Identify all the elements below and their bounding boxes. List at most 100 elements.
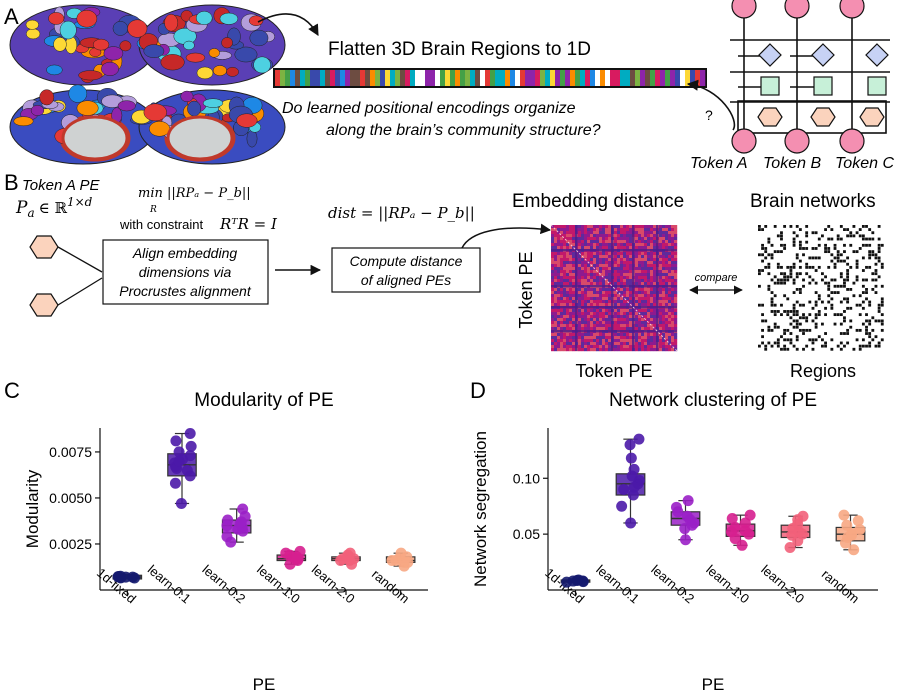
brain-parcel [25,19,39,30]
network-cell [786,265,790,269]
strip-segment [360,70,366,86]
network-cell [805,247,809,250]
network-cell [874,291,878,294]
matrix-cell [629,246,633,250]
network-cell [865,237,868,241]
matrix-cell [569,243,573,247]
strip-segment [300,70,306,86]
matrix-cell [641,225,645,229]
constraint-formula: RᵀR = I [219,215,278,233]
matrix-cell [644,309,648,313]
matrix-cell [623,261,627,265]
matrix-cell [641,267,645,271]
matrix-cell [566,279,570,283]
network-cell [795,288,799,291]
matrix-cell [599,225,603,229]
network-cell [783,225,787,228]
matrix-cell [659,312,663,316]
matrix-cell [638,246,642,250]
matrix-cell [614,246,618,250]
matrix-cell [554,228,558,232]
matrix-cell [647,348,651,352]
matrix-cell [557,318,561,322]
strip-segment [400,70,406,86]
matrix-cell [638,261,642,265]
network-cell [795,234,799,238]
matrix-cell [578,345,582,349]
network-cell [814,325,818,329]
matrix-cell [641,336,645,340]
strip-segment [545,70,551,86]
matrix-cell [638,276,642,280]
network-cell [786,313,790,317]
matrix-cell [599,279,603,283]
network-cell [827,247,831,250]
network-cell [871,250,875,254]
matrix-cell [635,261,639,265]
matrix-cell [560,327,564,331]
network-cell [817,313,821,317]
matrix-cell [635,276,639,280]
matrix-cell [551,300,555,304]
network-cell [824,243,827,247]
matrix-cell [674,300,678,304]
matrix-cell [671,297,675,301]
matrix-cell [581,231,585,235]
matrix-cell [551,288,555,292]
matrix-cell [629,300,633,304]
matrix-cell [605,336,609,340]
matrix-cell [629,264,633,268]
network-cell [846,256,850,260]
matrix-cell [641,324,645,328]
strip-segment [640,70,646,86]
matrix-cell [614,279,618,283]
data-point [127,571,139,583]
matrix-cell [602,312,606,316]
data-point [744,509,756,521]
network-cell [824,344,827,348]
matrix-cell [578,276,582,280]
matrix-cell [587,237,591,241]
data-point [739,525,751,537]
network-cell [849,234,853,238]
matrix-cell [563,300,567,304]
network-cell [783,294,787,298]
matrix-cell [629,279,633,283]
matrix-cell [644,231,648,235]
matrix-cell [569,273,573,277]
matrix-cell [629,333,633,337]
network-cell [767,272,771,276]
network-cell [795,253,799,257]
matrix-cell [560,237,564,241]
matrix-cell [578,255,582,259]
network-cell [773,225,777,228]
matrix-cell [557,321,561,325]
matrix-cell [635,225,639,229]
matrix-cell [659,282,663,286]
matrix-cell [572,261,576,265]
strip-segment [315,70,321,86]
matrix-cell [671,348,675,352]
matrix-cell [572,258,576,262]
token-hexagon-b [810,107,836,127]
matrix-cell [644,267,648,271]
matrix-cell [617,279,621,283]
network-cell [846,262,850,266]
matrix-cell [668,252,672,256]
matrix-cell [584,261,588,265]
network-cell [833,265,837,269]
matrix-cell [668,327,672,331]
network-cell [792,319,796,323]
matrix-cell [644,288,648,292]
matrix-cell [596,273,600,277]
matrix-cell [590,237,594,241]
data-point [344,555,356,567]
matrix-cell [587,276,591,280]
network-cell [843,278,846,282]
matrix-cell [569,345,573,349]
data-point [725,526,737,538]
network-cell [786,328,790,332]
matrix-cell [593,246,597,250]
matrix-cell [674,324,678,328]
matrix-cell [599,348,603,352]
